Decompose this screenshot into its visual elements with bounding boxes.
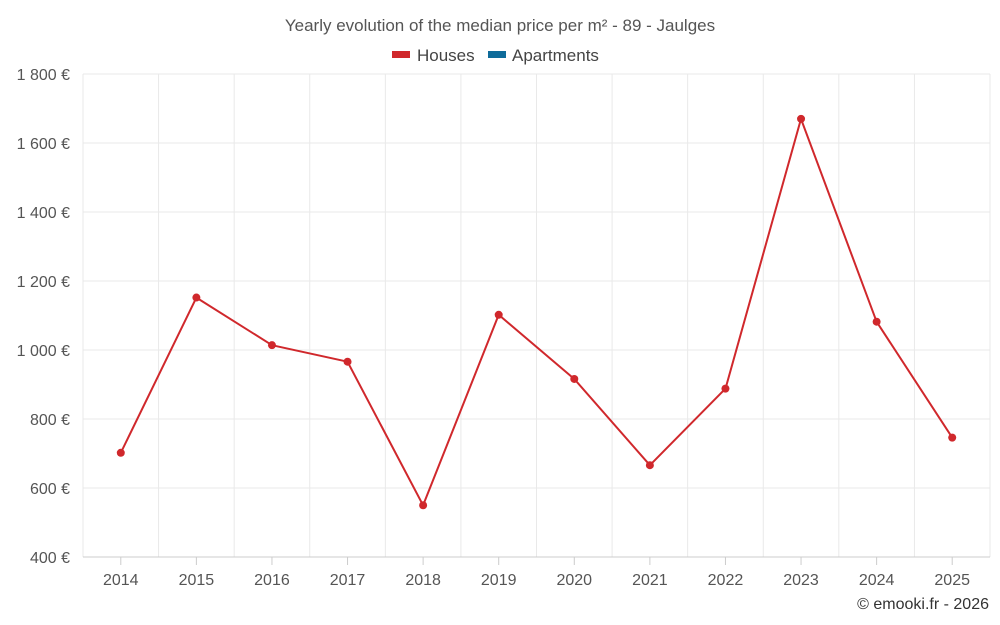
x-tick-label: 2014 — [103, 572, 139, 589]
data-point-houses[interactable] — [645, 461, 654, 470]
data-point-houses[interactable] — [948, 433, 957, 442]
x-tick-label: 2018 — [405, 572, 441, 589]
data-point-houses[interactable] — [192, 293, 201, 302]
data-point-houses[interactable] — [721, 384, 730, 393]
x-tick-label: 2017 — [330, 572, 366, 589]
data-point-houses[interactable] — [267, 341, 276, 350]
grid — [82, 73, 991, 558]
x-tick-label: 2019 — [481, 572, 517, 589]
y-tick-label: 1 400 € — [17, 205, 70, 222]
x-tick-label: 2023 — [783, 572, 819, 589]
x-tick-label: 2021 — [632, 572, 668, 589]
legend-swatch-apartments[interactable] — [488, 51, 506, 58]
y-tick-label: 600 € — [30, 481, 70, 498]
data-point-houses[interactable] — [116, 448, 125, 457]
legend: Houses Apartments — [392, 46, 599, 65]
y-tick-label: 1 800 € — [17, 67, 70, 84]
data-point-houses[interactable] — [343, 357, 352, 366]
x-tick-label: 2025 — [934, 572, 970, 589]
data-point-houses[interactable] — [872, 317, 881, 326]
legend-label-houses[interactable]: Houses — [417, 46, 475, 65]
y-axis-ticks: 1 800 € 1 600 € 1 400 € 1 200 € 1 000 € 800 €… — [17, 67, 70, 567]
x-tick-label: 2016 — [254, 572, 290, 589]
data-point-houses[interactable] — [494, 310, 503, 319]
x-tick-label: 2020 — [556, 572, 592, 589]
y-tick-label: 1 000 € — [17, 343, 70, 360]
x-tick-label: 2022 — [708, 572, 744, 589]
series-line-houses[interactable] — [119, 117, 954, 507]
series — [116, 114, 957, 510]
chart-title: Yearly evolution of the median price per… — [285, 16, 715, 35]
x-tick-label: 2015 — [179, 572, 215, 589]
legend-label-apartments[interactable]: Apartments — [512, 46, 599, 65]
y-tick-label: 1 600 € — [17, 136, 70, 153]
data-point-houses[interactable] — [570, 374, 579, 383]
y-tick-label: 400 € — [30, 550, 70, 567]
y-tick-label: 800 € — [30, 412, 70, 429]
x-tick-label: 2024 — [859, 572, 895, 589]
y-tick-label: 1 200 € — [17, 274, 70, 291]
legend-swatch-houses[interactable] — [392, 51, 410, 58]
x-axis-ticks: 2014 2015 2016 2017 2018 2019 2020 2021 2022 2023… — [103, 557, 970, 589]
data-point-houses[interactable] — [797, 114, 806, 123]
data-point-houses[interactable] — [419, 501, 428, 510]
credit-text: © emooki.fr - 2026 — [857, 596, 989, 613]
